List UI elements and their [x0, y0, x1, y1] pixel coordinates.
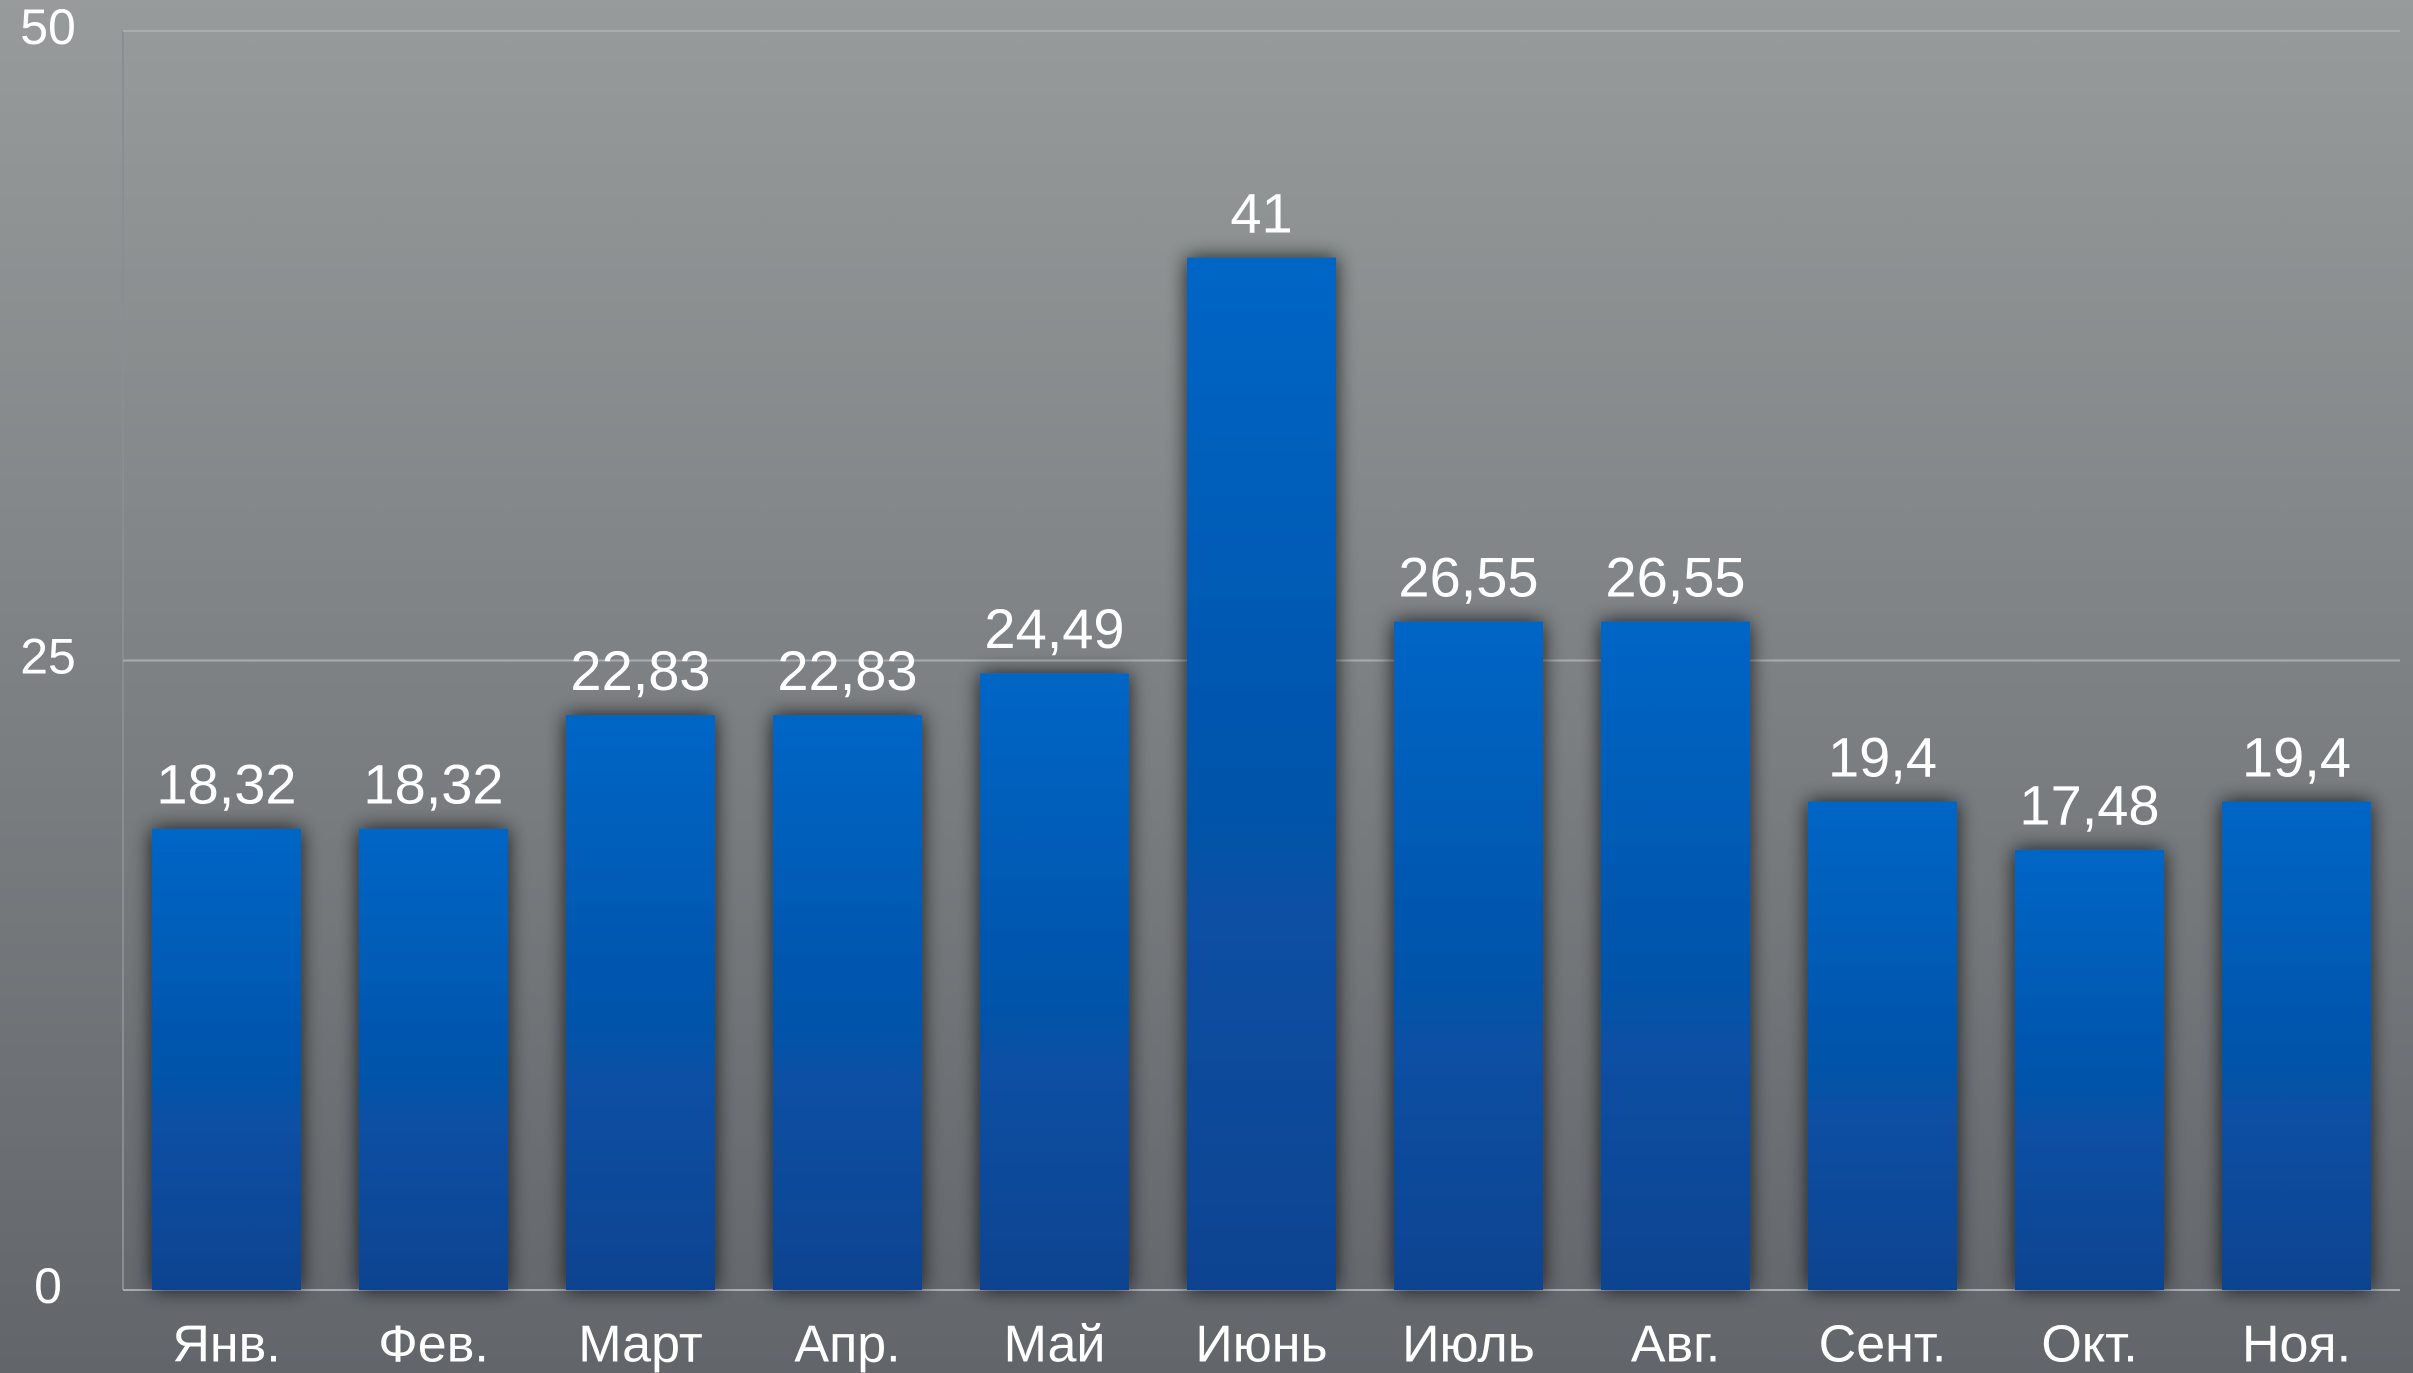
- value-label: 19,4: [2242, 725, 2351, 788]
- value-label: 18,32: [156, 752, 296, 815]
- bar: [1186, 257, 1337, 1290]
- value-label: 22,83: [777, 639, 917, 702]
- value-label: 41: [1230, 181, 1292, 244]
- value-label: 26,55: [1398, 545, 1538, 608]
- value-label: 26,55: [1605, 545, 1745, 608]
- value-label: 17,48: [2019, 774, 2159, 837]
- value-label: 18,32: [363, 752, 503, 815]
- x-tick-label: Фев.: [378, 1316, 489, 1373]
- x-tick-label: Янв.: [172, 1316, 280, 1373]
- x-tick-label: Март: [578, 1316, 702, 1373]
- y-tick-label: 0: [34, 1258, 62, 1314]
- x-tick-label: Апр.: [794, 1316, 900, 1373]
- x-tick-label: Окт.: [2041, 1316, 2137, 1373]
- bar: [979, 673, 1130, 1290]
- y-tick-label: 25: [20, 629, 76, 685]
- bar: [2221, 801, 2372, 1290]
- x-tick-label: Сент.: [1819, 1316, 1947, 1373]
- bar: [2014, 849, 2165, 1290]
- x-tick-label: Июль: [1402, 1316, 1535, 1373]
- value-label: 22,83: [570, 639, 710, 702]
- bar: [1807, 801, 1958, 1290]
- bar: [565, 715, 716, 1290]
- value-label: 19,4: [1828, 725, 1937, 788]
- bar: [1393, 621, 1544, 1290]
- x-tick-label: Ноя.: [2242, 1316, 2351, 1373]
- x-tick-label: Май: [1004, 1316, 1106, 1373]
- bar: [1600, 621, 1751, 1290]
- bar: [772, 715, 923, 1290]
- value-label: 24,49: [984, 597, 1124, 660]
- bar: [151, 828, 302, 1290]
- x-tick-label: Авг.: [1631, 1316, 1720, 1373]
- x-tick-label: Июнь: [1195, 1316, 1327, 1373]
- y-tick-label: 50: [20, 0, 76, 55]
- bar: [358, 828, 509, 1290]
